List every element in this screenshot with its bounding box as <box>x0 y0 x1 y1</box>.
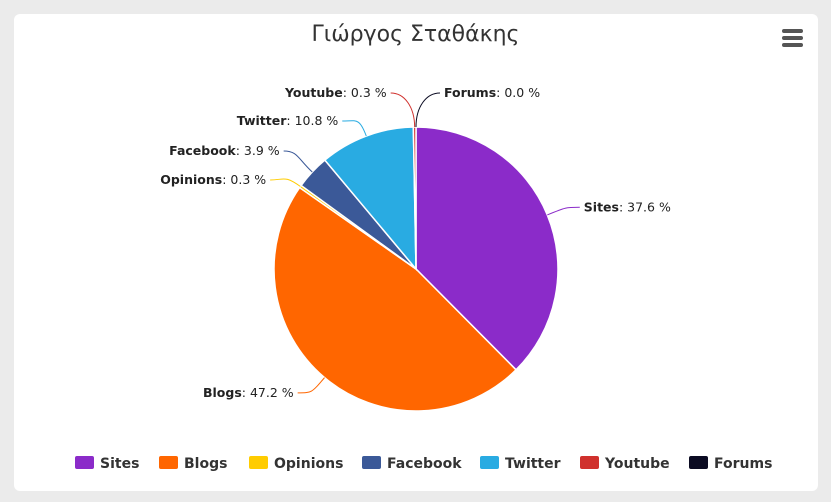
legend-item-opinions[interactable]: Opinions <box>249 456 343 472</box>
legend-item-youtube[interactable]: Youtube <box>580 456 670 472</box>
data-label-blogs: Blogs: 47.2 % <box>203 385 294 400</box>
legend-label-forums: Forums <box>714 456 772 472</box>
connector-youtube <box>390 92 416 128</box>
legend-swatch-opinions <box>249 456 268 469</box>
connector-opinions <box>270 178 301 187</box>
data-label-youtube: Youtube: 0.3 % <box>284 85 387 100</box>
legend-label-blogs: Blogs <box>184 456 227 472</box>
slice-blogs[interactable] <box>273 186 518 412</box>
connector-blogs <box>297 377 325 394</box>
data-label-opinions: Opinions: 0.3 % <box>160 172 266 187</box>
data-label-sites: Sites: 37.6 % <box>584 199 671 214</box>
legend-label-youtube: Youtube <box>604 456 670 472</box>
legend-item-blogs[interactable]: Blogs <box>159 456 227 472</box>
connector-facebook <box>283 150 313 173</box>
hamburger-menu-icon[interactable] <box>782 29 804 49</box>
legend-label-facebook: Facebook <box>387 456 462 472</box>
legend-swatch-sites <box>75 456 94 469</box>
legend-swatch-blogs <box>159 456 178 469</box>
data-label-facebook: Facebook: 3.9 % <box>169 143 280 158</box>
legend-label-sites: Sites <box>100 456 139 472</box>
legend-item-forums[interactable]: Forums <box>689 456 772 472</box>
data-label-forums: Forums: 0.0 % <box>444 85 540 100</box>
legend-item-twitter[interactable]: Twitter <box>480 456 561 472</box>
connector-twitter <box>342 120 367 137</box>
connector-sites <box>547 206 580 216</box>
legend-swatch-youtube <box>580 456 599 469</box>
slice-sites[interactable] <box>415 126 559 371</box>
legend-swatch-facebook <box>362 456 381 469</box>
legend-item-facebook[interactable]: Facebook <box>362 456 462 472</box>
legend-swatch-twitter <box>480 456 499 469</box>
chart-title: Γιώργος Σταθάκης <box>311 22 520 47</box>
connector-forums <box>415 92 441 128</box>
data-label-twitter: Twitter: 10.8 % <box>237 113 339 128</box>
legend-label-opinions: Opinions <box>274 456 343 472</box>
legend-label-twitter: Twitter <box>505 456 561 472</box>
legend-swatch-forums <box>689 456 708 469</box>
legend-item-sites[interactable]: Sites <box>75 456 139 472</box>
